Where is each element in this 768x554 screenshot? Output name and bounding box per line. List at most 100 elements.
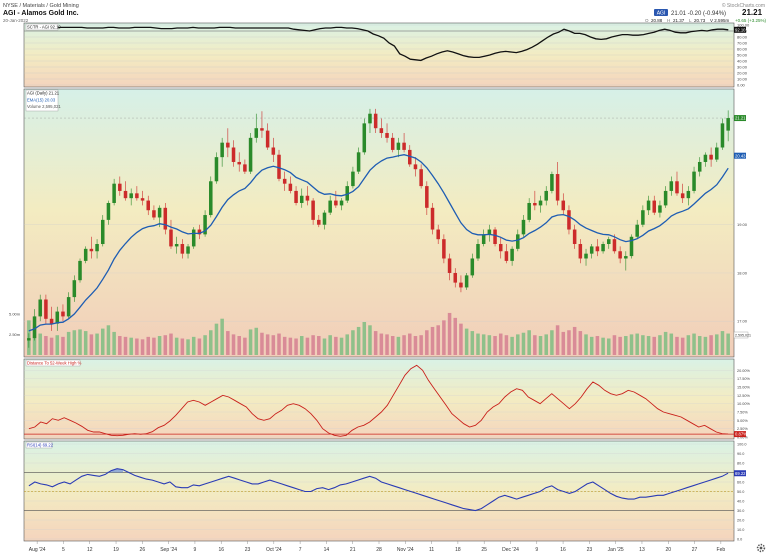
x-tick-label: 5 xyxy=(62,547,65,553)
volume-bar xyxy=(385,334,389,355)
volume-bar xyxy=(100,328,105,355)
candle-body xyxy=(663,190,668,206)
volume-bar xyxy=(413,336,418,355)
price-legend: AGI (Daily) 21.21 xyxy=(27,91,60,96)
candle-body xyxy=(140,198,145,201)
volume-bar xyxy=(169,333,173,355)
candle-body xyxy=(715,147,719,160)
candle-body xyxy=(425,186,429,208)
candle-body xyxy=(692,171,696,191)
symbol-badge xyxy=(654,9,668,16)
volume-legend: Volume 2,595,021 xyxy=(27,104,61,109)
candle-body xyxy=(95,244,99,252)
chart-date: 20-Jan-2022 xyxy=(3,18,29,23)
x-tick-label: Sep '24 xyxy=(160,547,177,553)
candle-body xyxy=(265,130,270,148)
volume-bar xyxy=(646,336,651,355)
distance-tick-label: 10.00% xyxy=(737,402,751,406)
volume-bar xyxy=(135,338,139,355)
gear-icon[interactable] xyxy=(756,543,766,553)
ohlc-high: 21.37 xyxy=(673,18,685,23)
candle-body xyxy=(544,190,548,201)
candle-body xyxy=(260,128,264,131)
distance-tick-label: 15.00% xyxy=(737,386,751,390)
candle-body xyxy=(459,282,463,288)
volume-bar xyxy=(356,326,361,355)
candle-body xyxy=(464,275,469,288)
sctr-tick-label: 10.00 xyxy=(737,77,748,82)
x-tick-label: 9 xyxy=(535,547,538,553)
volume-bar xyxy=(629,334,634,355)
candle-body xyxy=(447,258,452,273)
volume-bar xyxy=(635,333,639,355)
watermark: © StockCharts.com xyxy=(722,2,765,9)
volume-bar xyxy=(277,333,281,355)
candle-body xyxy=(402,142,406,150)
volume-bar xyxy=(436,325,440,355)
volume-bar xyxy=(140,339,145,355)
volume-bar xyxy=(123,336,128,355)
rsi-tick-label: 90.0 xyxy=(737,452,744,456)
distance-tick-label: 0.00% xyxy=(737,436,748,440)
candle-body xyxy=(129,193,133,199)
candle-body xyxy=(686,190,691,199)
sctr-tick-label: 70.00 xyxy=(737,41,748,46)
volume-bar xyxy=(83,331,88,355)
candle-body xyxy=(248,137,253,172)
candle-body xyxy=(408,149,412,165)
volume-bar xyxy=(589,336,594,355)
x-tick-label: 9 xyxy=(194,547,197,553)
sctr-tick-label: 40.00 xyxy=(737,59,748,64)
sctr-last-value-box xyxy=(734,26,746,33)
volume-bar xyxy=(226,331,230,355)
rsi-panel xyxy=(23,440,735,542)
rsi-tick-label: 20.0 xyxy=(737,519,744,523)
candle-body xyxy=(83,248,88,261)
candle-body xyxy=(396,142,401,150)
distance-legend-box xyxy=(25,359,81,367)
candle-body xyxy=(334,200,338,206)
x-tick-label: 16 xyxy=(218,547,224,553)
candle-body xyxy=(476,244,480,259)
volume-bar xyxy=(186,339,190,355)
volume-bar xyxy=(180,338,185,355)
price-series xyxy=(27,108,730,348)
candle-body xyxy=(299,195,304,203)
volume-bar xyxy=(493,336,497,355)
ohlc-open-label: O xyxy=(645,18,649,23)
candle-body xyxy=(487,229,492,235)
volume-bar xyxy=(601,337,605,355)
x-tick-label: 21 xyxy=(350,547,356,553)
volume-bar xyxy=(49,337,54,355)
ohlc-low: 20.73 xyxy=(694,18,706,23)
distance-legend: Distance To 52-Week High % xyxy=(27,361,82,366)
candle-body xyxy=(27,338,31,341)
x-tick-label: Dec '24 xyxy=(502,547,519,553)
volume-bar xyxy=(561,331,566,355)
candle-body xyxy=(49,318,54,324)
volume-bar xyxy=(254,327,259,355)
ohlc-low-label: L xyxy=(689,18,692,23)
candle-body xyxy=(220,142,224,158)
sctr-last-value: 92.10 xyxy=(735,27,746,32)
breadcrumb[interactable]: NYSE / Materials / Gold Mining xyxy=(3,3,79,9)
volume-bar xyxy=(322,338,327,355)
volume-bar xyxy=(339,337,344,355)
volume-bar xyxy=(197,338,202,355)
candle-body xyxy=(652,200,657,213)
ohlc-change: +0.65 (+3.25%) xyxy=(735,18,767,23)
volume-bar xyxy=(396,336,401,355)
distance-last-value: 0.87% xyxy=(735,432,747,437)
distance-last-value-box xyxy=(734,431,746,438)
candle-body xyxy=(669,181,674,191)
volume-bar xyxy=(282,336,287,355)
volume-bar xyxy=(334,336,338,355)
volume-bar xyxy=(726,333,730,355)
candle-body xyxy=(277,154,281,179)
candle-body xyxy=(550,174,554,191)
volume-bar xyxy=(498,333,503,355)
x-tick-label: 11 xyxy=(429,547,434,553)
volume-bar xyxy=(157,336,162,355)
x-tick-label: 26 xyxy=(140,547,146,553)
volume-bar xyxy=(311,335,315,355)
